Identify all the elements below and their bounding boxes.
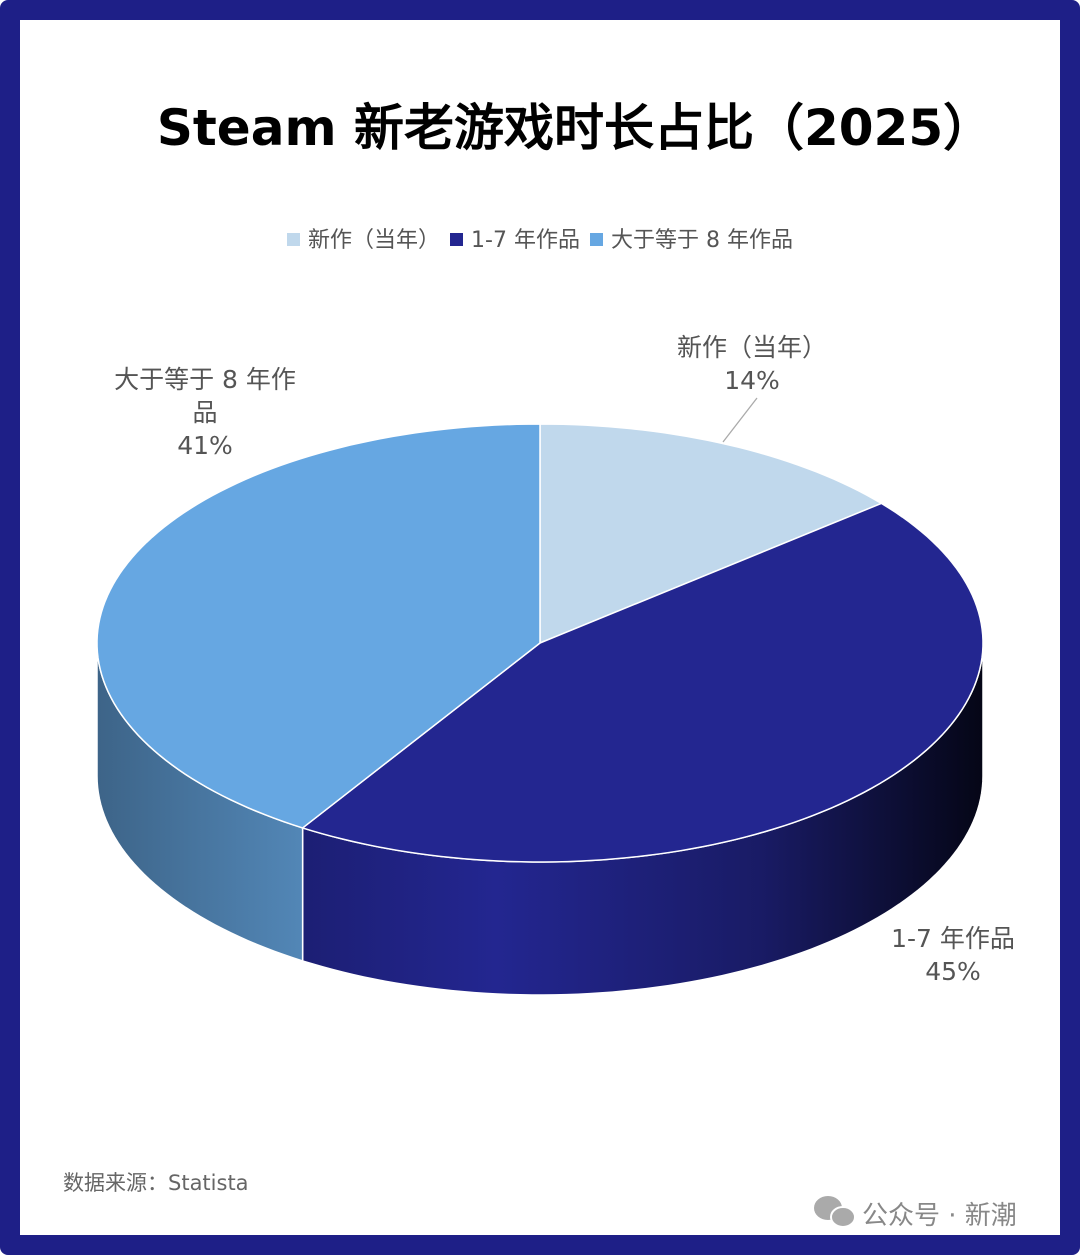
data-label-value: 14% [724, 366, 780, 395]
legend-entry: 1-7 年作品 [450, 222, 580, 254]
data-label: 1-7 年作品 45% [853, 922, 1053, 988]
wechat-icon [814, 1196, 856, 1228]
legend-label: 大于等于 8 年作品 [610, 228, 793, 253]
legend-swatch [287, 233, 301, 246]
legend-entry: 新作（当年） [287, 222, 440, 254]
slice [96, 423, 541, 829]
slice [301, 502, 984, 863]
data-label-category: 1-7 年作品 [891, 924, 1015, 953]
chart-title: Steam 新老游戏时长占比（2025） [156, 99, 994, 157]
watermark: 公众号 · 新潮 [862, 1201, 1017, 1231]
data-label-value: 41% [177, 431, 233, 460]
legend-entry: 大于等于 8 年作品 [589, 222, 793, 254]
legend-label: 新作（当年） [308, 228, 441, 253]
legend: 新作（当年） 1-7 年作品 大于等于 8 年作品 [0, 222, 1080, 254]
data-label-value: 45% [925, 957, 981, 986]
data-label-category: 新作（当年） [676, 333, 827, 362]
legend-label: 1-7 年作品 [471, 228, 580, 253]
source: 数据来源：Statista [63, 1171, 249, 1195]
pie [96, 423, 984, 996]
data-label-category: 大于等于 8 年作品 [114, 365, 296, 427]
data-label: 新作（当年） 14% [652, 331, 852, 397]
slice [539, 423, 884, 645]
data-label: 大于等于 8 年作品 41% [110, 363, 300, 462]
leader-line [722, 397, 758, 443]
legend-swatch [589, 233, 603, 246]
legend-swatch [450, 233, 464, 246]
